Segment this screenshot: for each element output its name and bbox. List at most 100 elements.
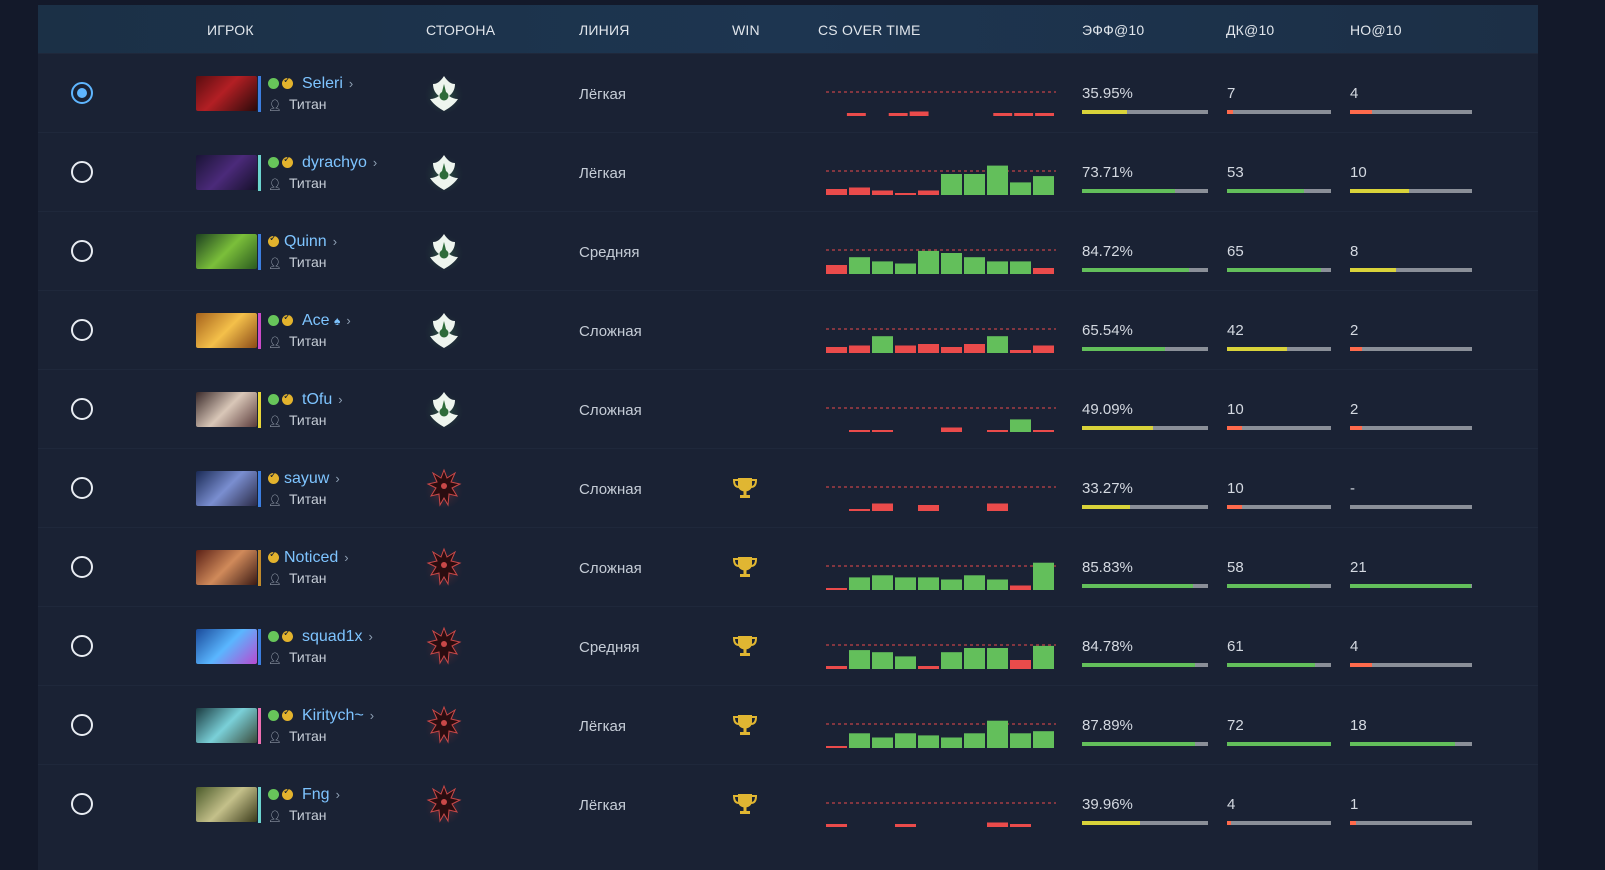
eff-value: 85.83%: [1082, 559, 1133, 576]
row-select-radio[interactable]: [71, 240, 93, 262]
col-cs[interactable]: CS OVER TIME: [818, 22, 921, 38]
online-dot-icon: [268, 78, 279, 89]
table-row[interactable]: Ace ♠ › 👤︎ Титан Сложная 65.54% 42 2: [38, 290, 1538, 372]
cs-bar: [1033, 430, 1054, 432]
player-name[interactable]: Seleri: [302, 75, 343, 92]
col-dk[interactable]: ДК@10: [1226, 22, 1275, 38]
col-no[interactable]: НО@10: [1350, 22, 1402, 38]
no-bar: [1350, 821, 1472, 825]
lane-label: Средняя: [579, 244, 640, 261]
verified-check-icon: [268, 233, 279, 247]
table-row[interactable]: sayuw › 👤︎ Титан Сложная 33.27% 10 -: [38, 448, 1538, 530]
table-row[interactable]: Kiritych~ › 👤︎ Титан Лёгкая 87.89% 72 18: [38, 685, 1538, 767]
col-side[interactable]: СТОРОНА: [426, 22, 496, 38]
player-name[interactable]: Noticed: [284, 549, 339, 566]
row-select-radio[interactable]: [71, 319, 93, 341]
player-status: [268, 391, 296, 406]
row-select-radio[interactable]: [71, 161, 93, 183]
cs-bar: [1014, 113, 1034, 116]
eff-value: 73.71%: [1082, 164, 1133, 181]
player-name-link[interactable]: Seleri ›: [302, 75, 353, 93]
table-row[interactable]: Seleri › 👤︎ Титан Лёгкая 35.95% 7 4: [38, 53, 1538, 135]
dk-value: 4: [1227, 796, 1236, 813]
cs-bar: [987, 720, 1008, 748]
table-row[interactable]: Fng › 👤︎ Титан Лёгкая 39.96% 4 1: [38, 764, 1538, 846]
dk-bar-fill: [1227, 505, 1242, 509]
hero-avatar: [196, 234, 257, 269]
cs-over-time-chart: [826, 802, 1056, 827]
player-name-link[interactable]: dyrachyo ›: [302, 154, 377, 172]
win-trophy-icon: [732, 633, 758, 659]
cs-over-time-chart: [826, 562, 1056, 590]
player-name-link[interactable]: squad1x ›: [302, 628, 373, 646]
online-dot-icon: [268, 710, 279, 721]
dk-bar: [1227, 742, 1331, 746]
no-bar-fill: [1350, 268, 1397, 272]
row-select-radio[interactable]: [71, 82, 93, 104]
player-name[interactable]: squad1x: [302, 628, 363, 645]
row-select-radio[interactable]: [71, 635, 93, 657]
player-name-link[interactable]: Ace ♠ ›: [302, 312, 351, 330]
cs-bar: [987, 336, 1008, 353]
eff-bar: [1082, 189, 1208, 193]
player-name[interactable]: tOfu: [302, 391, 333, 408]
player-name[interactable]: Kiritych~: [302, 707, 364, 724]
player-name-link[interactable]: Kiritych~ ›: [302, 707, 374, 725]
table-row[interactable]: Quinn › 👤︎ Титан Средняя 84.72% 65 8: [38, 211, 1538, 293]
player-name[interactable]: Quinn: [284, 233, 327, 250]
player-name[interactable]: Fng: [302, 786, 330, 803]
cs-over-time-chart: [826, 407, 1056, 432]
verified-check-icon: [282, 786, 293, 800]
player-name-link[interactable]: sayuw ›: [284, 470, 340, 488]
player-name[interactable]: Ace: [302, 312, 330, 329]
table-row[interactable]: squad1x › 👤︎ Титан Средняя 84.78% 61 4: [38, 606, 1538, 688]
row-select-radio[interactable]: [71, 793, 93, 815]
no-bar-fill: [1350, 426, 1363, 430]
player-rank: 👤︎ Титан: [268, 96, 327, 112]
row-select-radio[interactable]: [71, 714, 93, 736]
col-win[interactable]: WIN: [732, 22, 760, 38]
person-icon: 👤︎: [268, 574, 282, 586]
eff-bar-fill: [1082, 821, 1140, 825]
cs-bar: [941, 427, 962, 432]
cs-bar: [987, 822, 1008, 827]
chevron-right-icon: ›: [372, 155, 378, 170]
dk-bar: [1227, 426, 1331, 430]
player-name-link[interactable]: Fng ›: [302, 786, 340, 804]
col-eff[interactable]: ЭФФ@10: [1082, 22, 1145, 38]
player-status: [268, 154, 296, 169]
cs-bar: [918, 190, 939, 195]
player-name-link[interactable]: Noticed ›: [284, 549, 349, 567]
cs-bar: [872, 336, 893, 353]
table-row[interactable]: Noticed › 👤︎ Титан Сложная 85.83% 58 21: [38, 527, 1538, 609]
col-lane[interactable]: ЛИНИЯ: [579, 22, 630, 38]
cs-bar: [872, 652, 893, 669]
dire-side-icon: [424, 546, 464, 588]
radiant-side-icon: [424, 230, 464, 272]
row-select-radio[interactable]: [71, 398, 93, 420]
hero-avatar: [196, 629, 257, 664]
player-name-link[interactable]: tOfu ›: [302, 391, 343, 409]
eff-value: 49.09%: [1082, 401, 1133, 418]
cs-bar: [1010, 182, 1031, 195]
cs-bar: [826, 824, 847, 827]
player-name[interactable]: sayuw: [284, 470, 330, 487]
player-name[interactable]: dyrachyo: [302, 154, 367, 171]
eff-bar-fill: [1082, 110, 1128, 114]
rank-label: Титан: [288, 807, 327, 823]
row-select-radio[interactable]: [71, 556, 93, 578]
row-select-radio[interactable]: [71, 477, 93, 499]
player-rank: 👤︎ Титан: [268, 807, 327, 823]
no-value: 8: [1350, 243, 1359, 260]
no-bar: [1350, 426, 1472, 430]
player-status: [268, 75, 296, 90]
player-name-link[interactable]: Quinn ›: [284, 233, 337, 251]
eff-bar: [1082, 347, 1208, 351]
dk-bar-fill: [1227, 347, 1288, 351]
col-player[interactable]: ИГРОК: [207, 22, 254, 38]
cs-bar: [872, 737, 893, 748]
table-row[interactable]: dyrachyo › 👤︎ Титан Лёгкая 73.71% 53 10: [38, 132, 1538, 214]
dk-bar-fill: [1227, 584, 1311, 588]
table-row[interactable]: tOfu › 👤︎ Титан Сложная 49.09% 10 2: [38, 369, 1538, 451]
dk-bar-fill: [1227, 821, 1232, 825]
